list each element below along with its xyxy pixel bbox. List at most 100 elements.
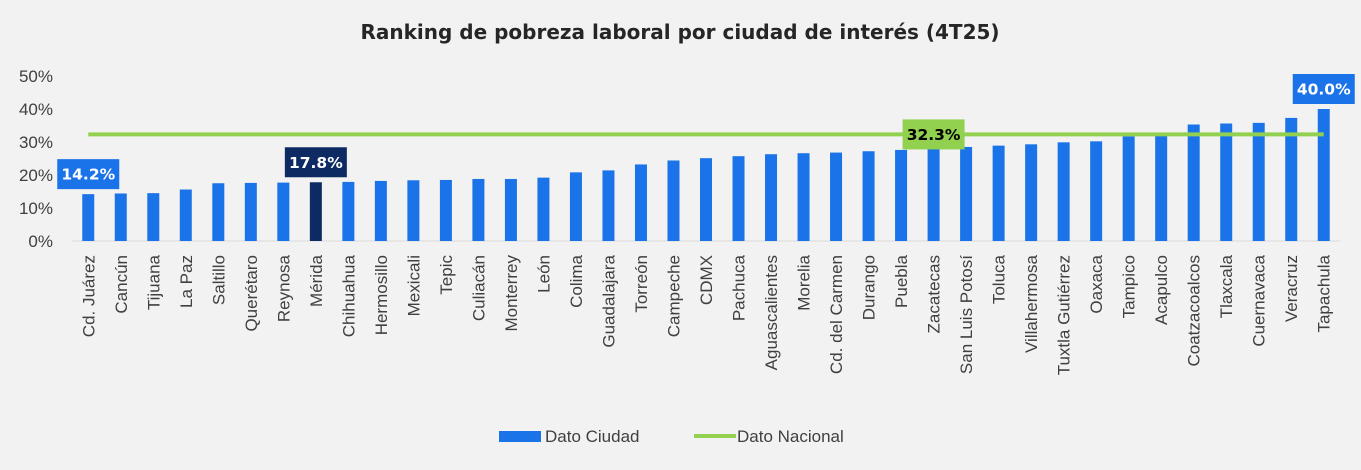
x-tick-label-tlaxcala: Tlaxcala xyxy=(1217,254,1236,318)
bar-cuernavaca xyxy=(1252,122,1265,241)
x-tick-label-guadalajara: Guadalajara xyxy=(599,254,618,347)
y-tick-label: 0% xyxy=(28,232,53,251)
bar-durango xyxy=(862,151,875,241)
bar-cd-juarez xyxy=(82,194,95,241)
x-tick-label-tepic: Tepic xyxy=(437,255,456,295)
callout-cd-juarez-label: 14.2% xyxy=(61,166,115,184)
x-tick-label-merida: Mérida xyxy=(307,254,326,307)
x-tick-label-cancun: Cancún xyxy=(112,255,131,314)
bar-chihuahua xyxy=(342,181,355,241)
callout-cd-juarez-box xyxy=(57,159,120,190)
x-tick-label-cd-juarez: Cd. Juárez xyxy=(79,255,98,337)
bar-mexicali xyxy=(407,180,420,241)
y-tick-label: 10% xyxy=(19,199,53,218)
bar-torreon xyxy=(634,164,647,241)
callout-zacatecas-label: 32.3% xyxy=(907,126,961,144)
bar-aguascalientes xyxy=(765,154,778,241)
legend-swatch-dato-ciudad xyxy=(499,431,541,442)
bar-san-luis-potosi xyxy=(960,146,973,241)
x-tick-label-pachuca: Pachuca xyxy=(730,254,749,321)
legend: Dato Ciudad Dato Nacional xyxy=(499,427,844,446)
bar-cd-del-carmen xyxy=(830,152,843,241)
bar-acapulco xyxy=(1155,135,1168,241)
x-tick-label-coatzacoalcos: Coatzacoalcos xyxy=(1185,255,1204,367)
x-tick-label-colima: Colima xyxy=(567,254,586,307)
bar-cancun xyxy=(114,193,127,241)
x-tick-label-acapulco: Acapulco xyxy=(1152,255,1171,325)
bar-guadalajara xyxy=(602,170,615,241)
bar-merida xyxy=(309,182,322,241)
x-tick-label-la-paz: La Paz xyxy=(177,255,196,308)
x-tick-label-monterrey: Monterrey xyxy=(502,255,521,332)
bar-oaxaca xyxy=(1090,141,1103,241)
bar-puebla xyxy=(895,149,908,241)
x-tick-label-culiacan: Culiacán xyxy=(469,255,488,321)
x-tick-label-veracruz: Veracruz xyxy=(1282,255,1301,322)
bar-la-paz xyxy=(179,189,192,241)
x-tick-label-morelia: Morelia xyxy=(795,254,814,310)
bar-colima xyxy=(569,172,582,241)
bar-monterrey xyxy=(504,178,517,241)
bar-pachuca xyxy=(732,156,745,241)
bar-saltillo xyxy=(212,183,225,241)
chart-title: Ranking de pobreza laboral por ciudad de… xyxy=(360,20,999,44)
x-tick-label-cdmx: CDMX xyxy=(697,255,716,305)
bar-villahermosa xyxy=(1025,144,1038,241)
bar-culiacan xyxy=(472,178,485,241)
x-tick-label-campeche: Campeche xyxy=(664,255,683,337)
x-tick-label-mexicali: Mexicali xyxy=(404,255,423,316)
x-tick-label-queretaro: Querétaro xyxy=(242,255,261,332)
bar-cdmx xyxy=(700,158,712,241)
bar-campeche xyxy=(667,160,680,241)
x-tick-label-torreon: Torreón xyxy=(632,255,651,313)
bar-zacatecas xyxy=(927,147,940,241)
callout-tapachula-label: 40.0% xyxy=(1297,81,1351,99)
bar-tapachula xyxy=(1317,109,1330,241)
bar-queretaro xyxy=(244,182,257,241)
bar-tijuana xyxy=(147,193,160,241)
callout-merida-box xyxy=(284,147,347,178)
callout-zacatecas-box xyxy=(902,119,965,150)
y-tick-label: 20% xyxy=(19,166,53,185)
x-tick-label-cd-del-carmen: Cd. del Carmen xyxy=(827,255,846,374)
y-tick-label: 30% xyxy=(19,133,53,152)
x-tick-label-villahermosa: Villahermosa xyxy=(1022,254,1041,353)
legend-label-dato-nacional: Dato Nacional xyxy=(737,427,844,446)
y-axis: 0% 10% 20% 30% 40% 50% xyxy=(19,67,53,251)
x-tick-label-oaxaca: Oaxaca xyxy=(1087,254,1106,313)
y-tick-label: 40% xyxy=(19,100,53,119)
bar-tuxtla-gutierrez xyxy=(1057,142,1070,241)
x-tick-label-cuernavaca: Cuernavaca xyxy=(1250,254,1269,346)
bar-veracruz xyxy=(1285,117,1298,241)
x-tick-label-tijuana: Tijuana xyxy=(144,254,163,310)
x-tick-label-reynosa: Reynosa xyxy=(274,254,293,322)
x-tick-label-zacatecas: Zacatecas xyxy=(925,255,944,333)
x-tick-label-tapachula: Tapachula xyxy=(1315,254,1334,332)
x-tick-label-tuxtla-gutierrez: Tuxtla Gutiérrez xyxy=(1055,255,1074,375)
callouts: 14.2% 17.8% 32.3% 40.0% xyxy=(57,74,1355,190)
x-tick-label-puebla: Puebla xyxy=(892,254,911,307)
bar-leon xyxy=(537,177,550,241)
callout-tapachula-box xyxy=(1292,74,1355,104)
bar-morelia xyxy=(797,153,810,241)
bar-tampico xyxy=(1122,136,1135,241)
category-labels: Cd. Juárez Cancún Tijuana La Paz Saltillo Que… xyxy=(79,254,1333,375)
x-tick-label-chihuahua: Chihuahua xyxy=(339,254,358,337)
x-tick-label-toluca: Toluca xyxy=(990,254,1009,304)
bar-toluca xyxy=(992,145,1005,241)
bars xyxy=(82,109,1330,241)
bar-coatzacoalcos xyxy=(1187,124,1200,241)
bar-tlaxcala xyxy=(1220,123,1233,241)
bar-hermosillo xyxy=(374,180,387,241)
x-tick-label-san-luis-potosi: San Luis Potosí xyxy=(957,255,976,374)
x-tick-label-durango: Durango xyxy=(860,255,879,320)
callout-merida-label: 17.8% xyxy=(289,154,343,172)
x-tick-label-leon: León xyxy=(534,255,553,293)
x-tick-label-hermosillo: Hermosillo xyxy=(372,255,391,335)
x-tick-label-tampico: Tampico xyxy=(1120,255,1139,318)
x-tick-label-saltillo: Saltillo xyxy=(209,255,228,305)
bar-reynosa xyxy=(277,182,290,241)
legend-label-dato-ciudad: Dato Ciudad xyxy=(545,427,640,446)
y-tick-label: 50% xyxy=(19,67,53,86)
